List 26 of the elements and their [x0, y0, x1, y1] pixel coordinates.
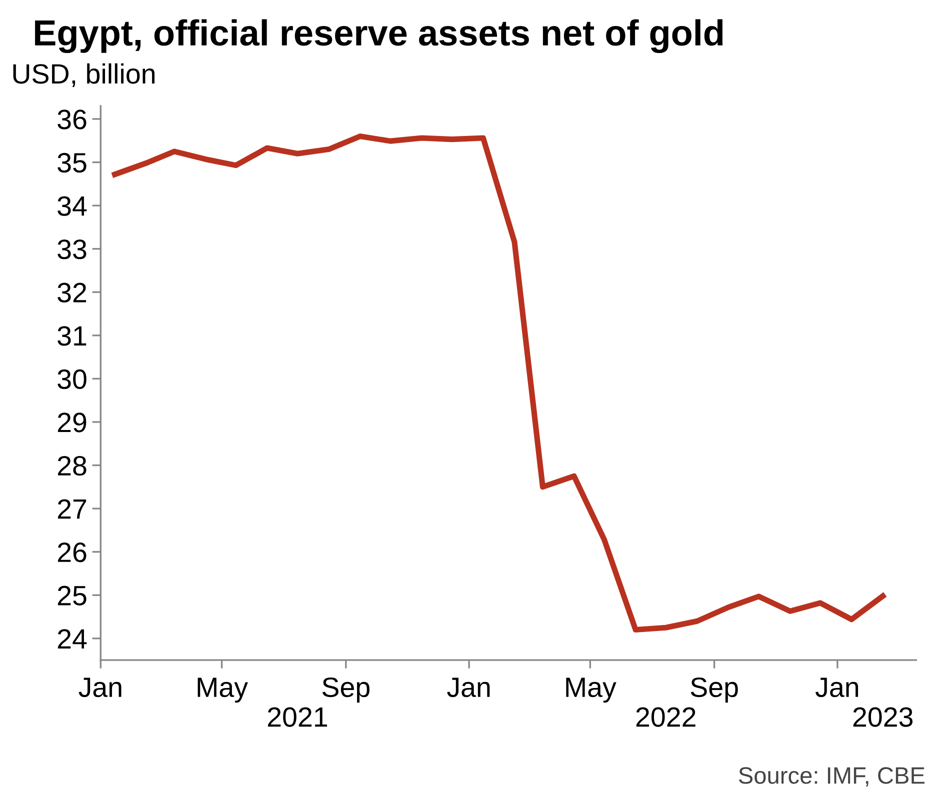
- y-tick-label: 30: [58, 369, 86, 390]
- y-tick-label: 32: [58, 282, 86, 302]
- y-tick-label: 35: [58, 152, 86, 173]
- chart-title: Egypt, official reserve assets net of gold: [35, 19, 723, 54]
- source-note: Source: IMF, CBE: [738, 767, 924, 787]
- x-tick-label: Sep: [690, 677, 738, 703]
- y-tick-label: 29: [58, 412, 86, 432]
- y-tick-label: 33: [58, 240, 86, 260]
- y-tick-label: 26: [58, 542, 86, 562]
- x2-tick-label: 2022: [636, 707, 696, 727]
- x2-tick-label: 2021: [268, 707, 328, 727]
- x-tick-label: Jan: [78, 678, 122, 698]
- y-tick-label: 28: [58, 456, 86, 476]
- x-tick-label: Jan: [815, 678, 858, 698]
- x-tick-label: May: [566, 678, 616, 703]
- y-tick-label: 24: [58, 629, 87, 648]
- x-tick-label: Jan: [447, 678, 490, 698]
- y-tick-label: 34: [58, 196, 87, 216]
- y-tick-label: 27: [58, 499, 86, 519]
- y-tick-label: 25: [58, 586, 86, 606]
- x-tick-label: May: [198, 678, 248, 703]
- y-axis-title: USD, billion: [13, 63, 154, 88]
- x2-tick-label: 2023: [853, 707, 913, 727]
- y-tick-label: 31: [58, 326, 86, 346]
- x-tick-label: Sep: [322, 677, 370, 703]
- y-tick-label: 36: [58, 110, 86, 130]
